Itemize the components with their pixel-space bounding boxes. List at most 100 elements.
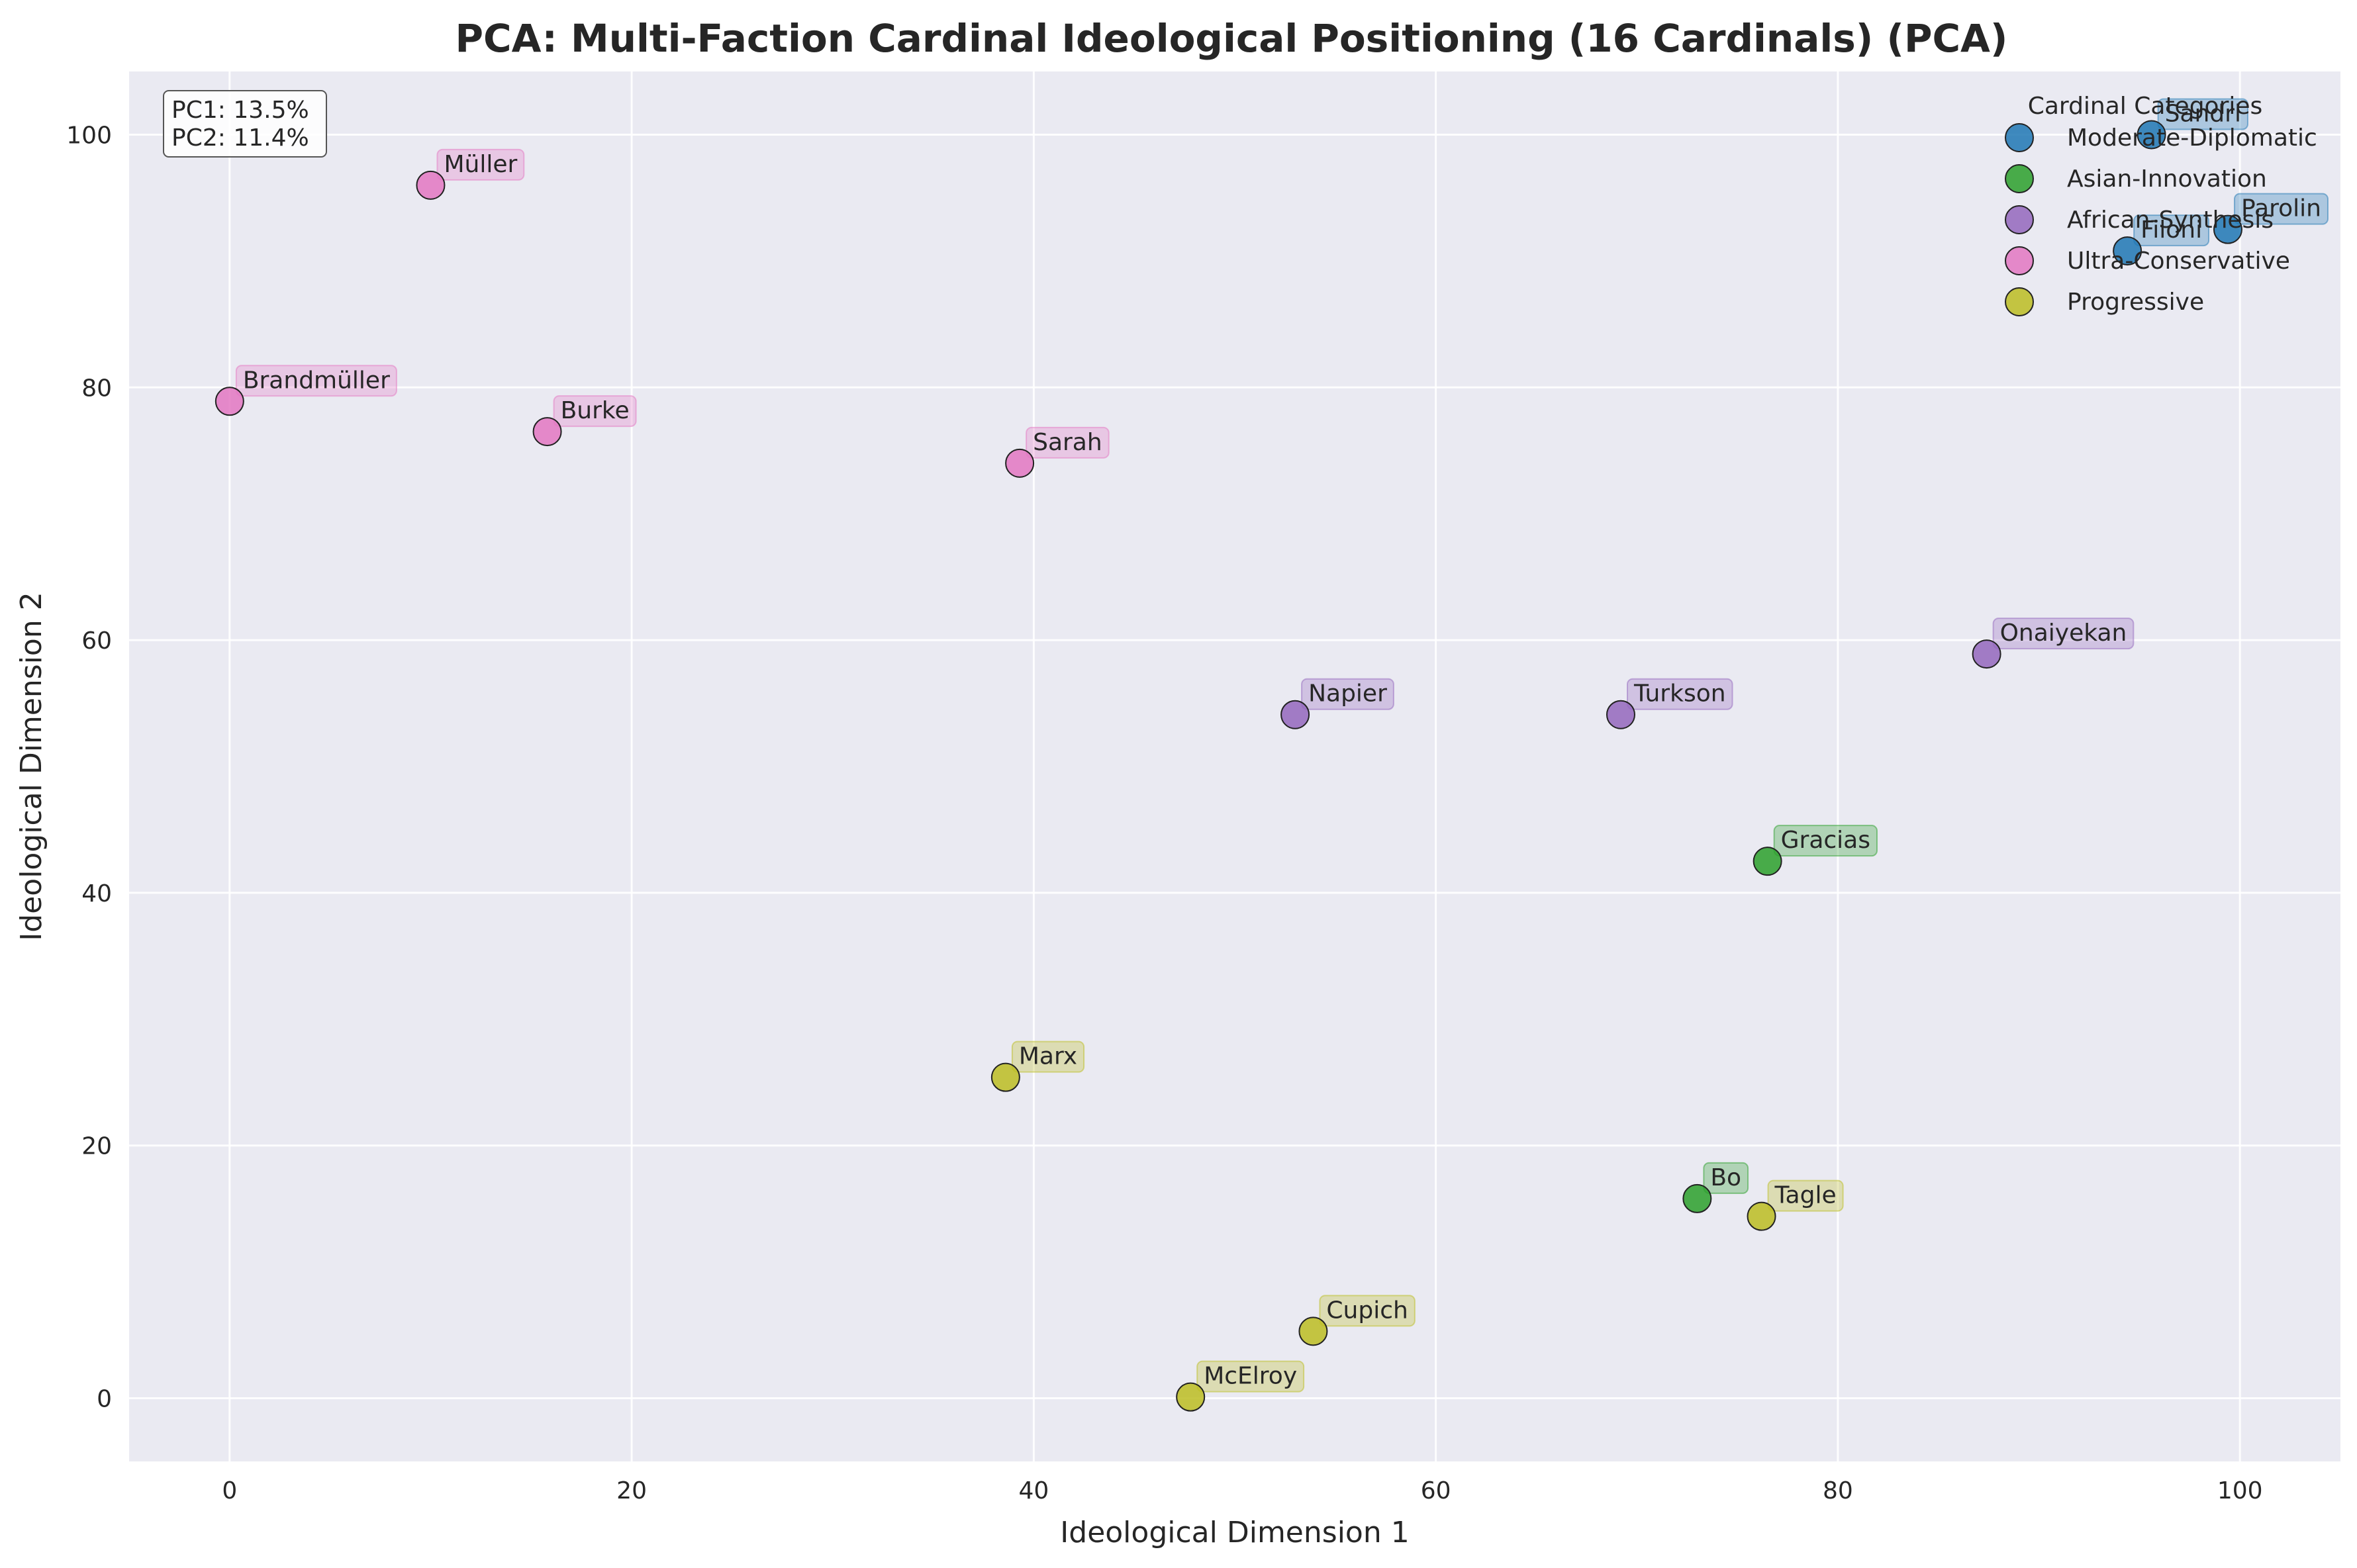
y-tick-label: 40 <box>81 880 112 907</box>
y-tick-label: 100 <box>66 122 112 149</box>
y-tick-label: 80 <box>81 375 112 402</box>
tick-labels: 0 20 40 60 80 100 0 20 40 60 80 100 <box>66 122 2262 1504</box>
data-points <box>215 120 2242 1412</box>
point-label-box <box>1026 426 1110 459</box>
legend-title: Cardinal Categories <box>2028 93 2263 120</box>
point-label-box <box>436 148 525 181</box>
point-label: Brandmüller <box>235 365 397 397</box>
point-label: Parolin <box>2233 193 2329 225</box>
point-label-box <box>1319 1295 1416 1327</box>
data-point <box>1682 1183 1712 1213</box>
point-label-box <box>1011 1040 1085 1073</box>
point-label-box <box>1773 825 1878 857</box>
legend-entry: Moderate-Diplomatic <box>2067 124 2317 152</box>
point-label-box <box>1703 1162 1749 1194</box>
legend: Cardinal Categories Moderate-Diplomatic A… <box>2005 93 2317 316</box>
point-label-box <box>1767 1179 1844 1212</box>
legend-marker <box>2005 123 2034 152</box>
variance-box: PC1: 13.5% PC2: 11.4% <box>163 90 327 158</box>
variance-box-frame <box>163 90 327 158</box>
point-label-text: Parolin <box>2241 195 2321 222</box>
point-label-text: Marx <box>1019 1043 1077 1070</box>
point-labels: Sandri Parolin Filoni Gracias Bo Onaiyekan Nap… <box>235 98 2329 1393</box>
point-label-text: Müller <box>444 151 517 178</box>
point-label-text: Filoni <box>2141 216 2202 244</box>
point-label-box <box>553 395 637 428</box>
x-tick-label: 80 <box>1823 1477 1853 1504</box>
point-label-box <box>1992 618 2135 650</box>
point-label: Cupich <box>1319 1295 1416 1327</box>
legend-marker <box>2005 205 2034 234</box>
data-point <box>2137 120 2166 150</box>
point-label-text: Burke <box>561 397 630 424</box>
y-axis-label: Ideological Dimension 2 <box>15 592 48 941</box>
plot-area <box>129 71 2340 1461</box>
point-label: Bo <box>1703 1162 1749 1194</box>
point-label-box <box>2133 214 2210 247</box>
point-label: Burke <box>553 395 637 428</box>
point-label: Sarah <box>1026 426 1110 459</box>
point-label-box <box>1301 678 1394 710</box>
x-tick-label: 0 <box>222 1477 237 1504</box>
data-point <box>416 170 446 200</box>
point-label: Turkson <box>1626 678 1733 710</box>
point-label-text: Gracias <box>1781 827 1870 854</box>
x-tick-label: 20 <box>616 1477 647 1504</box>
data-point <box>1606 700 1635 729</box>
data-point <box>2213 214 2242 244</box>
point-label: Tagle <box>1767 1179 1844 1212</box>
legend-entry: African-Synthesis <box>2067 207 2274 234</box>
point-label-text: Sandri <box>2165 100 2241 127</box>
point-label-text: Tagle <box>1774 1182 1837 1209</box>
legend-marker <box>2005 164 2034 193</box>
data-point <box>1005 448 1035 478</box>
point-label-text: Cupich <box>1326 1297 1408 1324</box>
data-point <box>1280 700 1310 729</box>
gridlines <box>129 71 2340 1461</box>
legend-entry: Ultra-Conservative <box>2067 248 2290 275</box>
point-label-box <box>235 365 397 397</box>
data-point <box>990 1062 1020 1092</box>
point-label-text: McElroy <box>1204 1363 1297 1390</box>
point-label-text: Onaiyekan <box>2000 620 2127 647</box>
data-point <box>215 387 244 416</box>
legend-marker <box>2005 287 2034 316</box>
y-tick-label: 0 <box>97 1386 112 1413</box>
data-point <box>1298 1316 1328 1346</box>
point-label-text: Turkson <box>1633 680 1726 708</box>
data-point <box>532 417 562 447</box>
point-label-text: Napier <box>1308 680 1387 708</box>
data-point <box>1972 639 2001 669</box>
point-label-text: Bo <box>1710 1164 1741 1191</box>
point-label-box <box>1196 1360 1305 1393</box>
point-label-box <box>2233 193 2329 225</box>
point-label: Filoni <box>2133 214 2210 247</box>
x-tick-label: 40 <box>1018 1477 1049 1504</box>
y-tick-label: 60 <box>81 627 112 655</box>
chart-title: PCA: Multi-Faction Cardinal Ideological … <box>456 16 2008 61</box>
variance-pc1: PC1: 13.5% <box>171 97 309 124</box>
point-label: Onaiyekan <box>1992 618 2135 650</box>
point-label: Napier <box>1301 678 1394 710</box>
y-tick-label: 20 <box>81 1133 112 1160</box>
data-point <box>1176 1382 1206 1412</box>
variance-pc2: PC2: 11.4% <box>171 124 309 152</box>
point-label: Müller <box>436 148 525 181</box>
point-label: Marx <box>1011 1040 1085 1073</box>
legend-marker <box>2005 246 2034 275</box>
x-tick-label: 60 <box>1421 1477 1451 1504</box>
point-label: McElroy <box>1196 1360 1305 1393</box>
x-tick-label: 100 <box>2217 1477 2263 1504</box>
point-label: Sandri <box>2157 98 2248 130</box>
data-point <box>1747 1201 1776 1231</box>
point-label-box <box>2157 98 2248 130</box>
legend-entry: Progressive <box>2067 289 2204 316</box>
point-label: Gracias <box>1773 825 1878 857</box>
data-point <box>1753 847 1782 876</box>
data-point <box>2113 236 2142 266</box>
point-label-text: Brandmüller <box>243 367 390 394</box>
point-label-box <box>1626 678 1733 710</box>
legend-entry: Asian-Innovation <box>2067 165 2267 193</box>
x-axis-label: Ideological Dimension 1 <box>1060 1516 1409 1549</box>
